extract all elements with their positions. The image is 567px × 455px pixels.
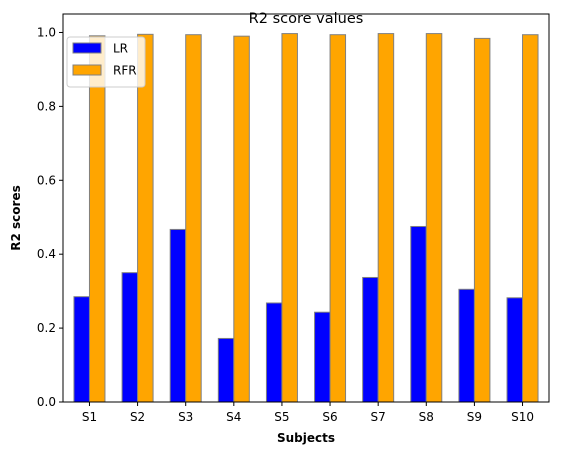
bar-rfr-s6 (329, 34, 347, 403)
x-tick-label: S4 (226, 410, 241, 424)
bar-rfr-s8 (425, 33, 443, 403)
legend: LR RFR (66, 36, 146, 88)
bar-lr-s5 (265, 302, 283, 403)
bar-lr-s2 (121, 272, 139, 403)
legend-swatch-lr (72, 42, 102, 54)
series-lr (73, 225, 524, 403)
y-tick-label: 0.0 (37, 395, 56, 409)
x-axis-label: Subjects (277, 431, 335, 445)
bar-lr-s8 (410, 225, 427, 403)
x-tick-label: S9 (467, 410, 482, 424)
legend-label-lr: LR (113, 42, 128, 56)
bar-lr-s3 (169, 228, 187, 403)
chart-title: R2 score values (249, 11, 364, 27)
x-tick-label: S2 (130, 410, 145, 424)
bar-rfr-s10 (522, 34, 539, 403)
y-tick-label: 1.0 (37, 25, 56, 39)
bar-lr-s6 (314, 311, 331, 403)
bar-lr-s1 (73, 296, 90, 403)
y-tick-label: 0.6 (37, 173, 56, 187)
bar-rfr-s2 (137, 33, 154, 403)
x-axis: S1 S2 S3 S4 S5 S6 S7 S8 S9 S10 (82, 402, 534, 424)
bar-rfr-s9 (473, 37, 491, 403)
x-tick-label: S6 (322, 410, 337, 424)
bar-rfr-s4 (233, 35, 250, 403)
legend-label-rfr: RFR (113, 64, 137, 78)
x-tick-label: S5 (274, 410, 289, 424)
y-tick-label: 0.4 (37, 247, 56, 261)
bar-rfr-s5 (281, 33, 298, 403)
bar-rfr-s3 (185, 34, 202, 403)
plot-area (73, 33, 539, 403)
plot-frame (62, 13, 550, 403)
bar-lr-s4 (217, 337, 235, 403)
x-tick-label: S8 (419, 410, 434, 424)
bar-lr-s9 (458, 288, 475, 403)
y-tick-label: 0.8 (37, 99, 56, 113)
x-tick-label: S7 (371, 410, 386, 424)
bar-rfr-s7 (377, 33, 395, 403)
legend-swatch-rfr (72, 64, 102, 76)
bar-rfr-s1 (88, 35, 106, 403)
bar-lr-s10 (506, 297, 524, 403)
y-axis-label: R2 scores (9, 185, 23, 250)
x-tick-label: S1 (82, 410, 97, 424)
y-axis: 0.0 0.2 0.4 0.6 0.8 1.0 (37, 25, 63, 409)
y-tick-label: 0.2 (37, 321, 56, 335)
x-tick-label: S10 (511, 410, 534, 424)
bar-lr-s7 (362, 276, 379, 403)
x-tick-label: S3 (178, 410, 193, 424)
